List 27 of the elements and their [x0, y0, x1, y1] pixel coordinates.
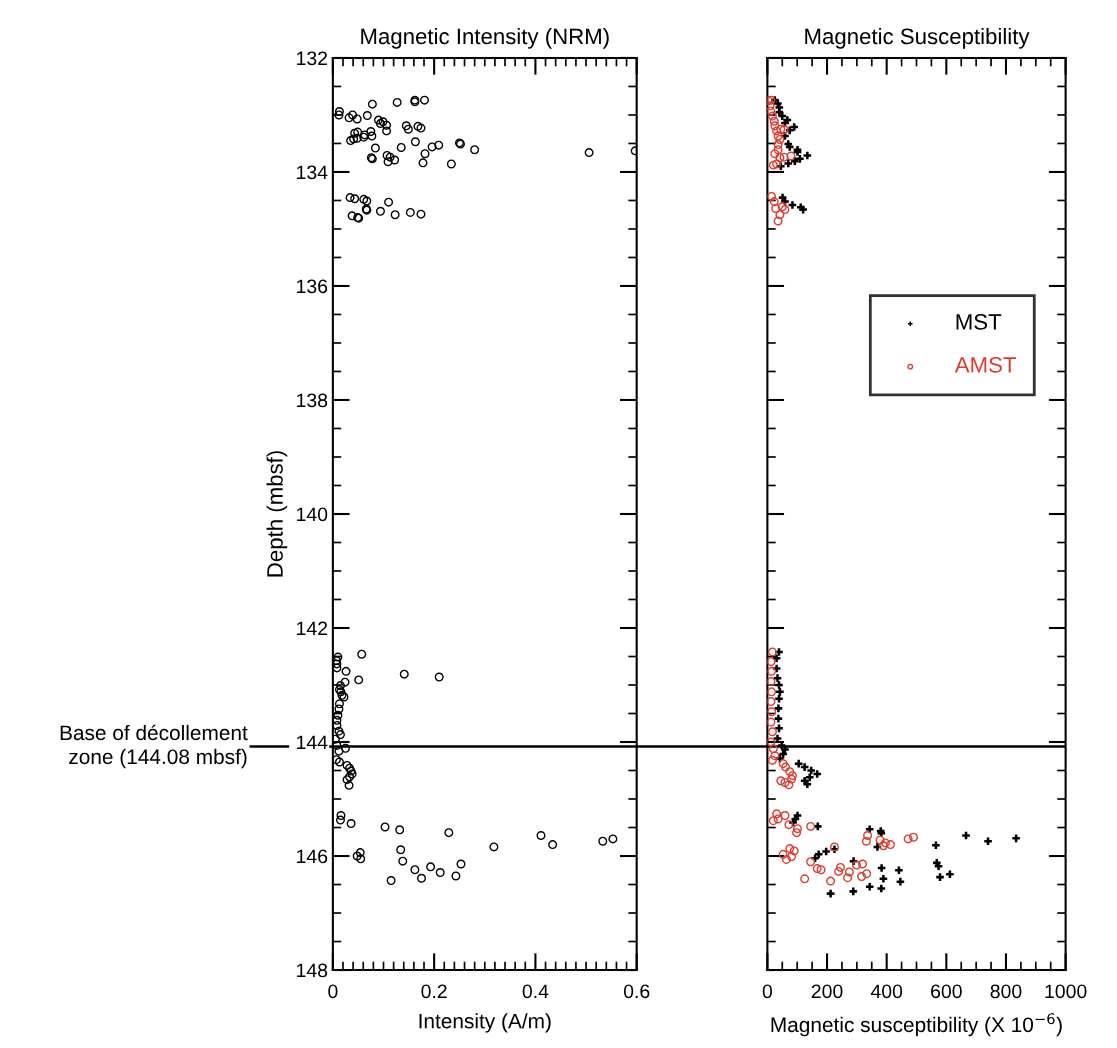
- y-tick-label: 138: [297, 393, 328, 408]
- x-tick-label: 400: [870, 984, 903, 999]
- x-axis-title: Intensity (A/m): [419, 1013, 551, 1033]
- y-tick-label: 144: [297, 735, 328, 750]
- legend-label: AMST: [954, 356, 1016, 373]
- chart-title: Magnetic Susceptibility: [805, 27, 1030, 49]
- y-tick-label: 142: [297, 621, 328, 636]
- y-tick-label: 146: [297, 849, 328, 864]
- x-tick-label: 0.6: [623, 984, 650, 999]
- x-tick-label: 0: [328, 984, 338, 999]
- y-tick-label: 148: [297, 963, 328, 978]
- y-tick-label: 132: [297, 51, 328, 66]
- x-tick-label: 800: [990, 984, 1022, 999]
- legend-label: MST: [956, 314, 1002, 330]
- x-tick-label: 600: [931, 984, 962, 999]
- x-tick-label: 0: [762, 984, 773, 999]
- x-tick-label: 1000: [1045, 984, 1087, 999]
- y-tick-label: 134: [297, 165, 328, 180]
- x-axis-title: Magnetic susceptibility (X 10$^{−6}$): [771, 1013, 1062, 1037]
- ref-line-label: Base of décollement zone (144.08 mbsf): [60, 724, 248, 769]
- chart-title: Magnetic Intensity (NRM): [361, 27, 609, 49]
- x-tick-label: 0.4: [522, 984, 549, 999]
- y-tick-label: 140: [297, 507, 328, 522]
- y-tick-label: 136: [297, 279, 328, 294]
- x-tick-label: 200: [811, 984, 843, 999]
- y-axis-title: Depth (mbsf): [266, 451, 288, 577]
- x-tick-label: 0.2: [421, 984, 447, 999]
